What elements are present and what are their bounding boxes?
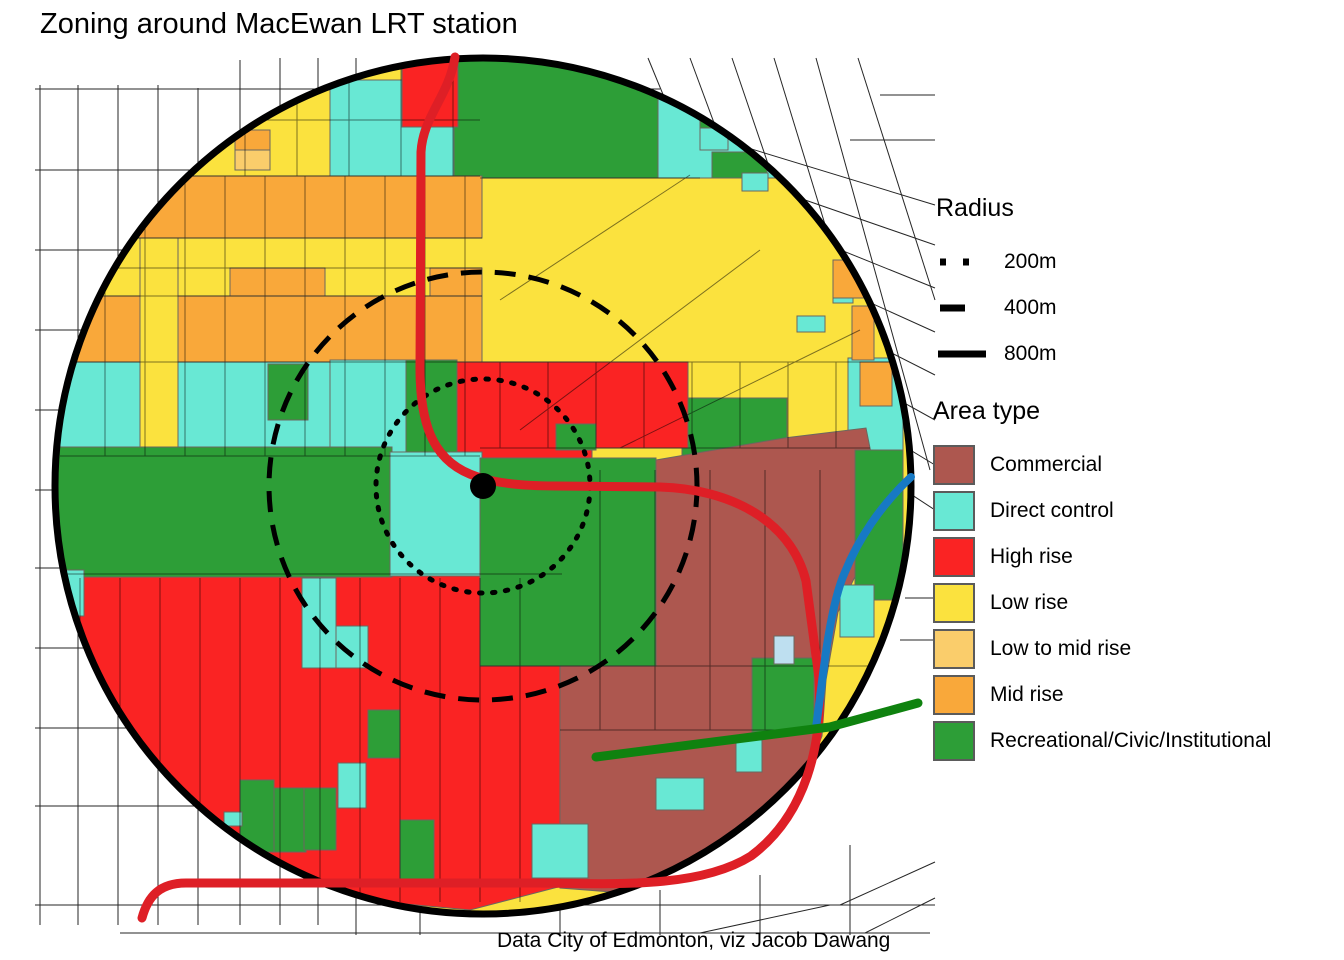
zone-recreational bbox=[854, 449, 904, 601]
radius-ring-400m bbox=[266, 269, 700, 703]
zone-mid_rise bbox=[859, 361, 893, 407]
radius-label: 800m bbox=[1004, 342, 1057, 365]
zone-direct_control bbox=[741, 172, 769, 192]
zone-recreational bbox=[399, 819, 435, 881]
area-type-label: Commercial bbox=[990, 453, 1103, 476]
solid-line-sample bbox=[938, 350, 986, 358]
zone-recreational bbox=[367, 709, 401, 759]
legend-area-item: Mid rise bbox=[933, 672, 1333, 718]
zone-mid_rise bbox=[59, 295, 483, 363]
zone-recreational bbox=[55, 446, 393, 578]
zone-recreational bbox=[751, 657, 815, 733]
zone-recreational bbox=[273, 787, 307, 853]
figure-title: Zoning around MacEwan LRT station bbox=[40, 8, 518, 40]
zone-direct_control bbox=[531, 823, 589, 879]
high_rise-swatch bbox=[933, 537, 975, 577]
zone-light_blue bbox=[773, 635, 795, 665]
green-line bbox=[591, 698, 923, 762]
zone-direct_control bbox=[223, 811, 243, 827]
station-point bbox=[470, 473, 496, 499]
legend-area-item: Commercial bbox=[933, 442, 1333, 488]
legend-area-item: Low to mid rise bbox=[933, 626, 1333, 672]
zone-low_rise bbox=[139, 237, 179, 457]
zone-mid_rise bbox=[851, 305, 875, 361]
radius-label: 200m bbox=[1004, 250, 1057, 273]
legend-area-type: Area type Commercial Direct control High r… bbox=[933, 397, 1333, 764]
zone-direct_control bbox=[839, 584, 875, 638]
legend-area-item: Recreational/Civic/Institutional bbox=[933, 718, 1333, 764]
area-type-label: Low rise bbox=[990, 591, 1069, 614]
zone-recreational bbox=[555, 423, 597, 451]
zone-recreational bbox=[239, 779, 275, 853]
legend-area-item: High rise bbox=[933, 534, 1333, 580]
low_rise-swatch bbox=[933, 583, 975, 623]
zone-direct_control bbox=[329, 359, 407, 457]
legend-area-items: Commercial Direct control High rise Low ris… bbox=[933, 442, 1333, 764]
caption: Data City of Edmonton, viz Jacob Dawang bbox=[497, 929, 891, 952]
legend-radius-item-200m: 200m bbox=[936, 239, 1316, 285]
zone-recreational bbox=[404, 359, 458, 455]
legend-radius-item-400m: 400m bbox=[936, 285, 1316, 331]
legend-area-item: Direct control bbox=[933, 488, 1333, 534]
area-type-label: Mid rise bbox=[990, 683, 1064, 706]
dotted-line-sample bbox=[940, 258, 986, 266]
dashed-line-sample bbox=[940, 304, 986, 312]
zone-direct_control bbox=[735, 739, 763, 773]
legend-radius-item-800m: 800m bbox=[936, 331, 1316, 377]
area-type-label: High rise bbox=[990, 545, 1073, 568]
zone-direct_control bbox=[337, 762, 367, 809]
legend-radius-title: Radius bbox=[936, 194, 1014, 222]
legend-radius: Radius 200m 400m 800m bbox=[936, 194, 1316, 377]
zone-direct_control bbox=[655, 777, 705, 811]
area-type-label: Low to mid rise bbox=[990, 637, 1132, 660]
blue-line bbox=[812, 473, 915, 732]
zone-low_to_mid bbox=[234, 149, 271, 171]
zone-layer bbox=[55, 58, 911, 914]
legend-area-title: Area type bbox=[933, 397, 1041, 425]
commercial-swatch bbox=[933, 445, 975, 485]
zone-direct_control bbox=[796, 315, 826, 333]
radius-label: 400m bbox=[1004, 296, 1057, 319]
area-type-label: Direct control bbox=[990, 499, 1114, 522]
zone-recreational bbox=[449, 58, 659, 179]
area-type-label: Recreational/Civic/Institutional bbox=[990, 729, 1272, 752]
direct_control-swatch bbox=[933, 491, 975, 531]
recreational-swatch bbox=[933, 721, 975, 761]
zone-mid_rise bbox=[229, 267, 326, 297]
radius-ring-800m bbox=[51, 54, 915, 918]
lrt-red-line bbox=[137, 52, 825, 923]
low_to_mid-swatch bbox=[933, 629, 975, 669]
legend-area-item: Low rise bbox=[933, 580, 1333, 626]
mid_rise-swatch bbox=[933, 675, 975, 715]
